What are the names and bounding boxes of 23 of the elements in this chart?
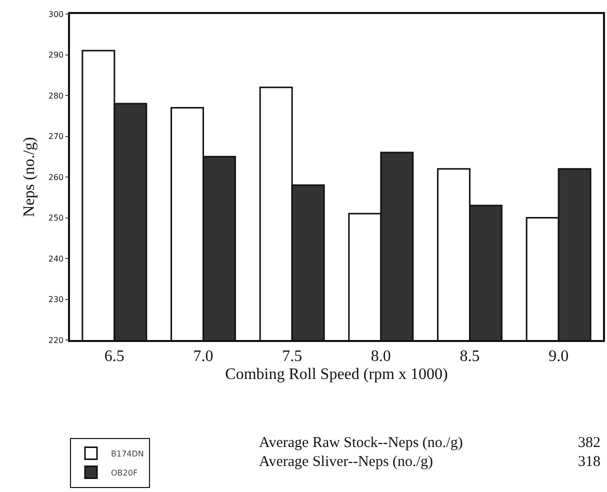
x-tick-label: 9.0 [548, 348, 569, 365]
y-tick-label: 270 [48, 132, 64, 142]
y-tick-label: 290 [48, 50, 64, 60]
x-axis-title: Combing Roll Speed (rpm x 1000) [225, 366, 448, 384]
y-tick-label: 240 [48, 254, 64, 264]
text: 382 [578, 435, 600, 451]
y-axis-title: Neps (no./g) [20, 137, 38, 217]
text: Average Raw Stock--Neps (no./g) [259, 435, 463, 451]
legend-label: OB20F [111, 468, 138, 478]
text: 318 [578, 454, 600, 470]
x-tick-label: 8.0 [370, 348, 391, 365]
x-tick-label: 7.0 [193, 348, 214, 365]
x-tick-label: 6.5 [104, 348, 124, 365]
y-tick-label: 230 [48, 295, 64, 304]
y-tick-label: 280 [48, 91, 64, 100]
y-tick-label: 220 [48, 336, 64, 345]
y-tick-label: 260 [48, 172, 64, 182]
text: Average Sliver--Neps (no./g) [259, 454, 433, 470]
y-tick-label: 300 [48, 10, 64, 19]
x-tick-label: 7.5 [282, 348, 302, 365]
x-tick-label: 8.5 [460, 348, 480, 365]
y-tick-label: 250 [48, 214, 64, 223]
legend-label: B174DN [111, 449, 144, 458]
